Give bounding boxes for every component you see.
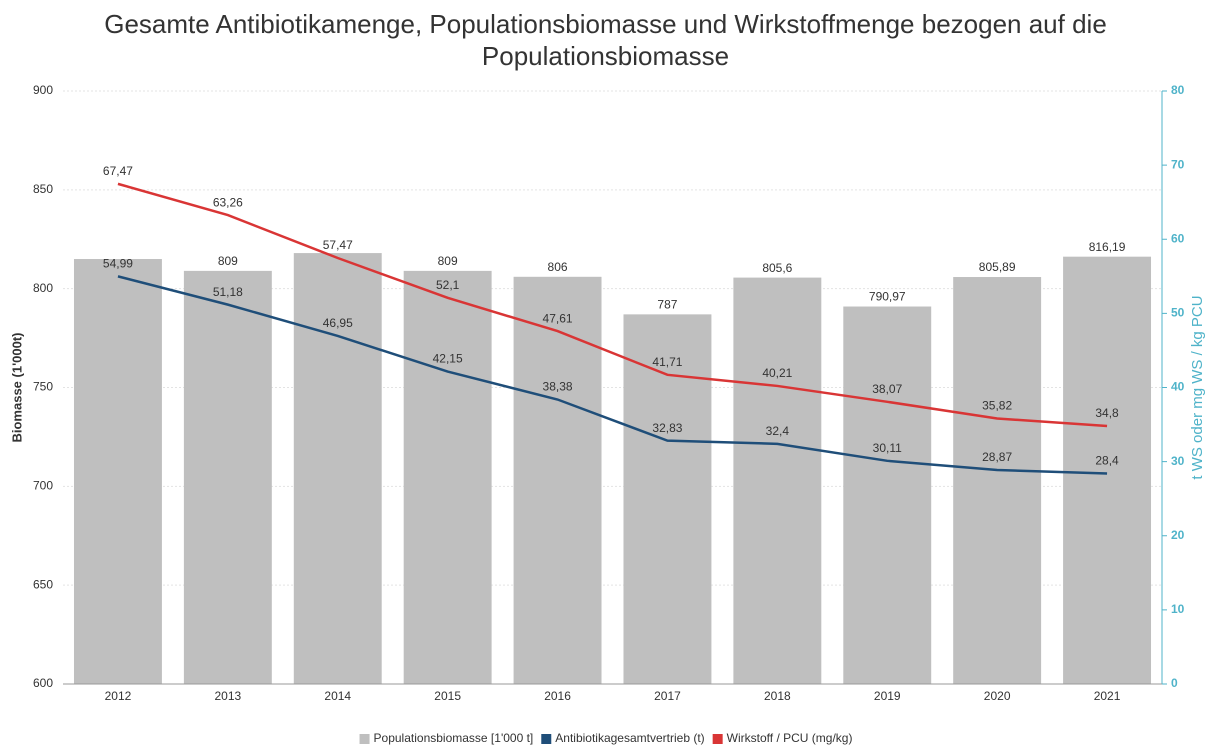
legend-label: Populationsbiomasse [1'000 t]: [374, 731, 534, 745]
line-value-label: 38,07: [872, 382, 902, 396]
y-tick-label: 750: [33, 380, 53, 394]
x-tick-label: 2014: [324, 689, 351, 703]
x-tick-label: 2021: [1094, 689, 1121, 703]
bar: [953, 277, 1042, 684]
legend-swatch: [541, 734, 552, 744]
bar: [513, 276, 602, 684]
x-tick-label: 2018: [764, 689, 791, 703]
bar: [733, 277, 822, 684]
line-value-label: 63,26: [213, 195, 243, 209]
x-tick-label: 2019: [874, 689, 901, 703]
line-value-label: 42,15: [433, 352, 463, 366]
line-value-label: 67,47: [103, 164, 133, 178]
y2-tick-label: 50: [1171, 306, 1185, 320]
line-value-label: 47,61: [543, 311, 573, 325]
line-value-label: 54,99: [103, 257, 133, 271]
y2-tick-label: 60: [1171, 231, 1185, 245]
bar-value-label: 787: [657, 298, 677, 312]
y-axis-label: Biomasse (1'000t): [9, 332, 24, 442]
line-value-label: 28,4: [1095, 454, 1119, 468]
bar: [73, 259, 162, 684]
bar-value-label: 809: [218, 254, 238, 268]
y2-tick-label: 30: [1171, 454, 1185, 468]
y2-tick-label: 10: [1171, 602, 1185, 616]
bar-value-label: 805,6: [762, 261, 792, 275]
line-value-label: 35,82: [982, 399, 1012, 413]
line-value-label: 57,47: [323, 238, 353, 252]
bar-value-label: 806: [548, 260, 568, 274]
line-value-label: 40,21: [762, 366, 792, 380]
line-value-label: 52,1: [436, 278, 460, 292]
bar: [293, 253, 382, 684]
line-value-label: 41,71: [652, 355, 682, 369]
line: [117, 275, 1108, 475]
y-tick-label: 850: [33, 182, 53, 196]
line-value-label: 32,4: [766, 424, 790, 438]
x-tick-label: 2012: [105, 689, 132, 703]
x-tick-label: 2020: [984, 689, 1011, 703]
bar-value-label: 809: [438, 254, 458, 268]
y2-axis-label: t WS oder mg WS / kg PCU: [1189, 295, 1206, 479]
bar: [183, 270, 272, 684]
legend-swatch: [712, 734, 723, 744]
legend-swatch: [359, 734, 370, 744]
y-tick-label: 600: [33, 676, 53, 690]
y2-tick-label: 0: [1171, 676, 1178, 690]
bar: [843, 306, 932, 684]
x-tick-label: 2013: [214, 689, 241, 703]
y-tick-label: 650: [33, 577, 53, 591]
bar-value-label: 790,97: [869, 290, 906, 304]
line-value-label: 32,83: [652, 421, 682, 435]
y2-tick-label: 80: [1171, 83, 1185, 97]
y-tick-label: 700: [33, 479, 53, 493]
y-tick-label: 900: [33, 83, 53, 97]
legend-label: Wirkstoff / PCU (mg/kg): [727, 731, 853, 745]
line-value-label: 28,87: [982, 450, 1012, 464]
bar: [403, 270, 492, 684]
y2-tick-label: 70: [1171, 157, 1185, 171]
chart-title: Gesamte Antibiotikamenge, Populationsbio…: [104, 9, 1107, 71]
bar-value-label: 805,89: [979, 260, 1016, 274]
legend-label: Antibiotikagesamtvertrieb (t): [555, 731, 704, 745]
line-value-label: 38,38: [543, 380, 573, 394]
x-tick-label: 2016: [544, 689, 571, 703]
line-value-label: 51,18: [213, 285, 243, 299]
x-tick-label: 2015: [434, 689, 461, 703]
y-tick-label: 800: [33, 281, 53, 295]
line-value-label: 30,11: [873, 441, 902, 455]
x-tick-label: 2017: [654, 689, 681, 703]
bar: [1063, 256, 1152, 684]
bar-value-label: 816,19: [1089, 240, 1126, 254]
line-value-label: 46,95: [323, 316, 353, 330]
bar: [623, 314, 712, 684]
line-value-label: 34,8: [1095, 406, 1119, 420]
y2-tick-label: 40: [1171, 380, 1185, 394]
line: [117, 182, 1108, 428]
y2-tick-label: 20: [1171, 528, 1185, 542]
